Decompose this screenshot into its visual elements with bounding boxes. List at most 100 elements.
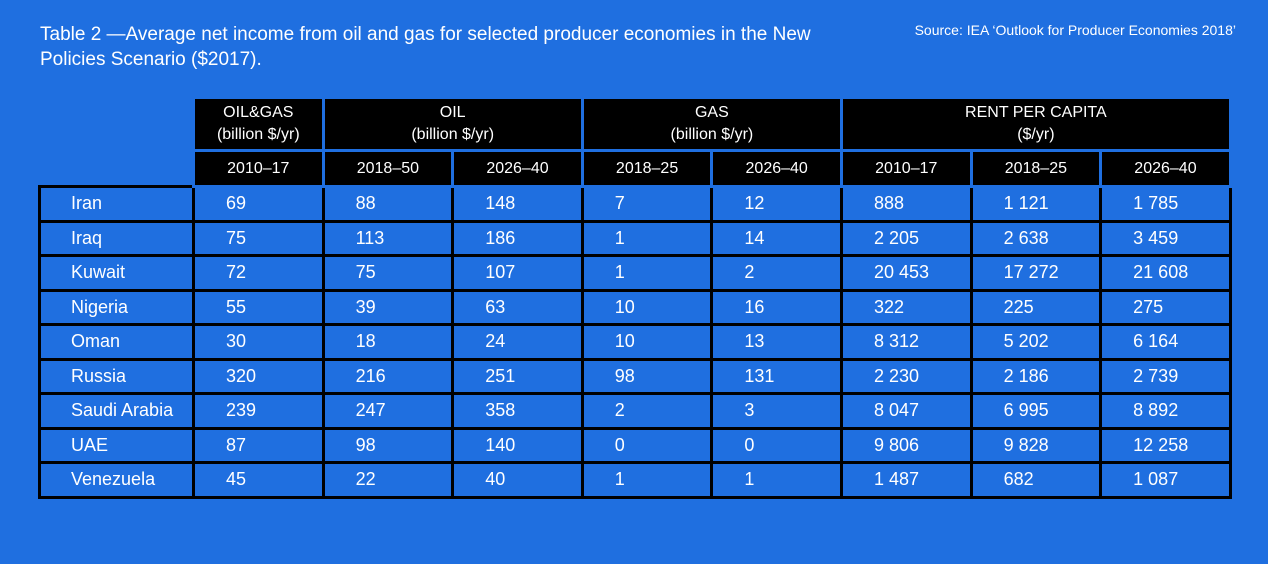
value-cell: 24 [451, 323, 584, 361]
value-cell: 358 [451, 392, 584, 430]
value-cell: 10 [580, 288, 714, 326]
value-cell: 251 [451, 357, 584, 395]
group-name: RENT PER CAPITA [965, 104, 1107, 121]
value-cell: 239 [192, 392, 325, 430]
value-cell: 45 [192, 461, 325, 499]
country-cell: Iran [38, 185, 195, 223]
table-row: Kuwait 72 75 107 1 2 20 453 17 272 21 608 [38, 254, 1232, 292]
group-header-row: OIL&GAS (billion $/yr) OIL (billion $/yr… [40, 99, 1232, 152]
value-cell: 148 [451, 185, 584, 223]
value-cell: 1 487 [839, 461, 973, 499]
value-cell: 30 [192, 323, 325, 361]
table-title: Table 2 —Average net income from oil and… [40, 24, 811, 70]
value-cell: 0 [580, 426, 714, 464]
value-cell: 2 [710, 254, 843, 292]
country-cell: UAE [38, 426, 195, 464]
value-cell: 10 [580, 323, 714, 361]
value-cell: 8 892 [1099, 392, 1232, 430]
country-cell: Kuwait [38, 254, 195, 292]
group-name: OIL [439, 104, 466, 121]
header-corner [40, 99, 194, 151]
country-cell: Oman [38, 323, 195, 361]
group-unit: (billion $/yr) [216, 126, 300, 143]
value-cell: 186 [451, 219, 584, 257]
value-cell: 2 186 [969, 357, 1103, 395]
value-cell: 2 739 [1099, 357, 1232, 395]
period-header-row: 2010–17 2018–50 2026–40 2018–25 2026–40 … [40, 150, 1232, 188]
value-cell: 0 [710, 426, 843, 464]
table-row: Venezuela 45 22 40 1 1 1 487 682 1 087 [38, 461, 1232, 499]
value-cell: 21 608 [1099, 254, 1232, 292]
value-cell: 13 [710, 323, 843, 361]
value-cell: 98 [321, 426, 455, 464]
table-row: Oman 30 18 24 10 13 8 312 5 202 6 164 [38, 323, 1232, 361]
value-cell: 5 202 [969, 323, 1103, 361]
group-name: OIL&GAS [223, 104, 294, 121]
country-cell: Venezuela [38, 461, 195, 499]
period-header: 2010–17 [839, 150, 973, 188]
table-row: Iraq 75 113 186 1 14 2 205 2 638 3 459 [38, 219, 1232, 257]
period-header: 2018–25 [969, 150, 1103, 188]
value-cell: 6 995 [969, 392, 1103, 430]
header-corner [40, 151, 194, 187]
value-cell: 113 [321, 219, 455, 257]
value-cell: 75 [321, 254, 455, 292]
period-header: 2026–40 [710, 150, 843, 188]
value-cell: 17 272 [969, 254, 1103, 292]
group-unit: (billion $/yr) [411, 126, 495, 143]
value-cell: 107 [451, 254, 584, 292]
value-cell: 39 [321, 288, 455, 326]
value-cell: 1 [580, 461, 714, 499]
group-header-oil-gas: OIL&GAS (billion $/yr) [192, 99, 325, 152]
country-cell: Iraq [38, 219, 195, 257]
group-unit: (billion $/yr) [670, 126, 754, 143]
period-header: 2010–17 [192, 150, 325, 188]
value-cell: 3 459 [1099, 219, 1232, 257]
country-cell: Nigeria [38, 288, 195, 326]
value-cell: 75 [192, 219, 325, 257]
value-cell: 9 806 [839, 426, 973, 464]
value-cell: 225 [969, 288, 1103, 326]
value-cell: 40 [451, 461, 584, 499]
income-table: OIL&GAS (billion $/yr) OIL (billion $/yr… [38, 99, 1232, 499]
table-row: Saudi Arabia 239 247 358 2 3 8 047 6 995 8 892 [38, 392, 1232, 430]
value-cell: 6 164 [1099, 323, 1232, 361]
period-header: 2026–40 [1099, 150, 1232, 188]
table-row: Iran 69 88 148 7 12 888 1 121 1 785 [38, 185, 1232, 223]
table-row: Nigeria 55 39 63 10 16 322 225 275 [38, 288, 1232, 326]
value-cell: 63 [451, 288, 584, 326]
value-cell: 18 [321, 323, 455, 361]
source-note: Source: IEA ‘Outlook for Producer Econom… [914, 22, 1236, 38]
value-cell: 22 [321, 461, 455, 499]
value-cell: 16 [710, 288, 843, 326]
value-cell: 2 230 [839, 357, 973, 395]
table-body: Iran 69 88 148 7 12 888 1 121 1 785 Iraq 75 113 186 1… [38, 185, 1232, 499]
value-cell: 320 [192, 357, 325, 395]
value-cell: 55 [192, 288, 325, 326]
value-cell: 12 [710, 185, 843, 223]
value-cell: 69 [192, 185, 325, 223]
value-cell: 322 [839, 288, 973, 326]
value-cell: 2 638 [969, 219, 1103, 257]
value-cell: 14 [710, 219, 843, 257]
group-unit: ($/yr) [1017, 126, 1055, 143]
value-cell: 1 785 [1099, 185, 1232, 223]
value-cell: 1 [580, 254, 714, 292]
value-cell: 87 [192, 426, 325, 464]
period-header: 2026–40 [451, 150, 584, 188]
value-cell: 131 [710, 357, 843, 395]
value-cell: 98 [580, 357, 714, 395]
value-cell: 682 [969, 461, 1103, 499]
country-cell: Russia [38, 357, 195, 395]
value-cell: 1 087 [1099, 461, 1232, 499]
value-cell: 8 047 [839, 392, 973, 430]
value-cell: 7 [580, 185, 714, 223]
value-cell: 72 [192, 254, 325, 292]
value-cell: 1 121 [969, 185, 1103, 223]
value-cell: 2 [580, 392, 714, 430]
value-cell: 1 [710, 461, 843, 499]
value-cell: 9 828 [969, 426, 1103, 464]
value-cell: 3 [710, 392, 843, 430]
value-cell: 275 [1099, 288, 1232, 326]
value-cell: 12 258 [1099, 426, 1232, 464]
